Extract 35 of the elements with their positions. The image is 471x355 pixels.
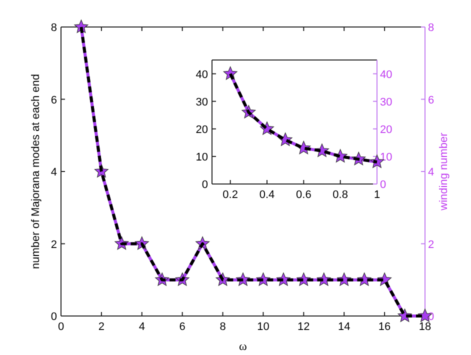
y2-tick-label: 30 bbox=[380, 96, 392, 108]
y-tick-label: 0 bbox=[50, 311, 57, 323]
y-tick-label: 40 bbox=[196, 68, 208, 81]
y-tick-label: 0 bbox=[202, 179, 208, 191]
y2-tick-label: 40 bbox=[380, 68, 392, 81]
x-tick-label: 18 bbox=[418, 321, 432, 333]
x-tick-label: 2 bbox=[98, 321, 105, 333]
y-tick-label: 30 bbox=[196, 96, 208, 108]
y-tick-label: 8 bbox=[50, 22, 57, 34]
x-tick-label: 10 bbox=[257, 321, 270, 333]
x-tick-label: 14 bbox=[338, 321, 350, 333]
y2-tick-label: 4 bbox=[428, 166, 434, 178]
x-tick-label: 6 bbox=[179, 321, 186, 333]
x-tick-label: 4 bbox=[138, 321, 145, 333]
y-tick-label: 10 bbox=[196, 151, 208, 164]
x-tick-label: 0.8 bbox=[332, 189, 348, 201]
x-tick-label: 0.6 bbox=[296, 189, 312, 201]
y2-axis-title: winding number bbox=[438, 132, 450, 212]
y2-tick-label: 20 bbox=[380, 124, 392, 136]
x-tick-label: 0.4 bbox=[259, 189, 275, 201]
x-axis-title: ω bbox=[239, 339, 248, 353]
x-tick-label: 0.2 bbox=[222, 189, 238, 201]
y2-tick-label: 2 bbox=[428, 238, 434, 251]
y-axis-title: number of Majorana modes at each end bbox=[30, 74, 42, 270]
y-tick-label: 20 bbox=[196, 124, 208, 136]
y2-tick-label: 8 bbox=[428, 22, 434, 34]
x-tick-label: 1 bbox=[374, 189, 380, 201]
y2-tick-label: 6 bbox=[428, 94, 434, 106]
y-tick-label: 4 bbox=[50, 166, 57, 178]
y2-tick-label: 0 bbox=[380, 179, 386, 191]
x-tick-label: 8 bbox=[220, 321, 226, 333]
x-tick-label: 12 bbox=[298, 321, 310, 333]
y-tick-label: 2 bbox=[50, 238, 57, 251]
y-tick-label: 6 bbox=[50, 94, 57, 106]
x-tick-label: 16 bbox=[378, 321, 391, 333]
